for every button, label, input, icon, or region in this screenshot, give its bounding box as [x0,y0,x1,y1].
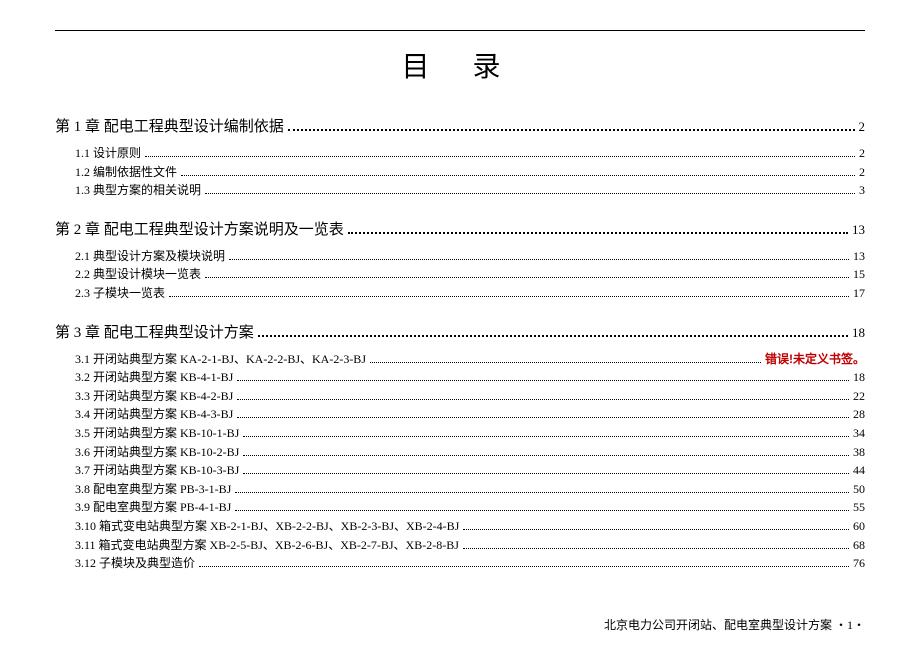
sub-row: 3.10 箱式变电站典型方案 XB-2-1-BJ、XB-2-2-BJ、XB-2-… [75,517,865,536]
leader-dots [243,436,849,437]
page-container: 目 录 第 1 章 配电工程典型设计编制依据21.1 设计原则21.2 编制依据… [0,0,920,573]
sub-row: 3.4 开闭站典型方案 KB-4-3-BJ 28 [75,405,865,424]
sub-label: 3.11 箱式变电站典型方案 XB-2-5-BJ、XB-2-6-BJ、XB-2-… [75,536,459,555]
sub-page: 18 [853,368,865,387]
sub-row: 3.3 开闭站典型方案 KB-4-2-BJ 22 [75,387,865,406]
sub-page: 60 [853,517,865,536]
chapter-label: 第 3 章 配电工程典型设计方案 [55,321,254,342]
chapter-row: 第 3 章 配电工程典型设计方案 18 [55,321,865,342]
sub-row: 3.2 开闭站典型方案 KB-4-1-BJ 18 [75,368,865,387]
sub-page: 50 [853,480,865,499]
sub-label: 3.2 开闭站典型方案 KB-4-1-BJ [75,368,233,387]
sub-label: 3.6 开闭站典型方案 KB-10-2-BJ [75,443,239,462]
chapter-page: 13 [852,222,865,238]
leader-dots [237,380,849,381]
sub-page: 68 [853,536,865,555]
sub-row: 3.12 子模块及典型造价 76 [75,554,865,573]
leader-dots [237,399,849,400]
sub-row: 3.6 开闭站典型方案 KB-10-2-BJ 38 [75,443,865,462]
chapter-page: 18 [852,325,865,341]
sub-row: 1.1 设计原则 2 [75,144,865,163]
leader-dots [235,510,849,511]
sub-page: 2 [859,144,865,163]
leader-dots [243,473,849,474]
sub-row: 2.3 子模块一览表 17 [75,284,865,303]
bookmark-error: 错误!未定义书签。 [765,350,865,369]
chapter-label: 第 1 章 配电工程典型设计编制依据 [55,115,284,136]
sub-label: 3.1 开闭站典型方案 KA-2-1-BJ、KA-2-2-BJ、KA-2-3-B… [75,350,366,369]
toc-title: 目 录 [55,45,865,85]
leader-dots [463,529,849,530]
leader-dots [258,335,848,337]
sub-label: 3.8 配电室典型方案 PB-3-1-BJ [75,480,231,499]
leader-dots [348,232,848,234]
sub-label: 3.10 箱式变电站典型方案 XB-2-1-BJ、XB-2-2-BJ、XB-2-… [75,517,459,536]
sub-row: 3.11 箱式变电站典型方案 XB-2-5-BJ、XB-2-6-BJ、XB-2-… [75,536,865,555]
sub-row: 3.1 开闭站典型方案 KA-2-1-BJ、KA-2-2-BJ、KA-2-3-B… [75,350,865,369]
leader-dots [205,193,855,194]
sub-label: 1.3 典型方案的相关说明 [75,181,201,200]
sub-label: 3.7 开闭站典型方案 KB-10-3-BJ [75,461,239,480]
sub-label: 1.2 编制依据性文件 [75,163,177,182]
leader-dots [229,259,849,260]
sub-page: 76 [853,554,865,573]
sub-row: 3.5 开闭站典型方案 KB-10-1-BJ 34 [75,424,865,443]
sub-page: 38 [853,443,865,462]
sub-row: 3.8 配电室典型方案 PB-3-1-BJ 50 [75,480,865,499]
sub-row: 3.9 配电室典型方案 PB-4-1-BJ 55 [75,498,865,517]
sub-label: 3.12 子模块及典型造价 [75,554,195,573]
leader-dots [370,362,761,363]
sub-page: 44 [853,461,865,480]
sub-block: 3.1 开闭站典型方案 KA-2-1-BJ、KA-2-2-BJ、KA-2-3-B… [75,350,865,573]
sub-label: 3.5 开闭站典型方案 KB-10-1-BJ [75,424,239,443]
sub-row: 3.7 开闭站典型方案 KB-10-3-BJ 44 [75,461,865,480]
leader-dots [199,566,849,567]
sub-page: 22 [853,387,865,406]
leader-dots [169,296,849,297]
sub-label: 2.1 典型设计方案及模块说明 [75,247,225,266]
sub-page: 28 [853,405,865,424]
chapter-row: 第 2 章 配电工程典型设计方案说明及一览表 13 [55,218,865,239]
sub-page: 15 [853,265,865,284]
sub-page: 55 [853,498,865,517]
leader-dots [237,417,849,418]
sub-row: 2.1 典型设计方案及模块说明 13 [75,247,865,266]
page-footer: 北京电力公司开闭站、配电室典型设计方案 ・1・ [604,616,865,633]
leader-dots [145,156,855,157]
sub-label: 3.9 配电室典型方案 PB-4-1-BJ [75,498,231,517]
sub-block: 2.1 典型设计方案及模块说明132.2 典型设计模块一览表152.3 子模块一… [75,247,865,303]
leader-dots [243,455,849,456]
chapter-label: 第 2 章 配电工程典型设计方案说明及一览表 [55,218,344,239]
chapter-row: 第 1 章 配电工程典型设计编制依据 2 [55,115,865,136]
sub-row: 2.2 典型设计模块一览表 15 [75,265,865,284]
toc-body: 第 1 章 配电工程典型设计编制依据 2 1.1 设计原则 2 1.2 编制依据性文件 2… [55,115,865,573]
leader-dots [235,492,849,493]
sub-page: 34 [853,424,865,443]
sub-page: 3 [859,181,865,200]
leader-dots [181,175,855,176]
sub-block: 1.1 设计原则 2 1.2 编制依据性文件 2 1.3 典型方案的相关说明 3 [75,144,865,200]
sub-page: 2 [859,163,865,182]
sub-page: 17 [853,284,865,303]
sub-page: 13 [853,247,865,266]
leader-dots [205,277,849,278]
sub-label: 2.3 子模块一览表 [75,284,165,303]
sub-label: 1.1 设计原则 [75,144,141,163]
top-rule [55,30,865,31]
leader-dots [463,548,849,549]
sub-row: 1.3 典型方案的相关说明 3 [75,181,865,200]
sub-label: 2.2 典型设计模块一览表 [75,265,201,284]
sub-label: 3.4 开闭站典型方案 KB-4-3-BJ [75,405,233,424]
sub-label: 3.3 开闭站典型方案 KB-4-2-BJ [75,387,233,406]
sub-row: 1.2 编制依据性文件 2 [75,163,865,182]
chapter-page: 2 [859,119,866,135]
leader-dots [288,129,855,131]
